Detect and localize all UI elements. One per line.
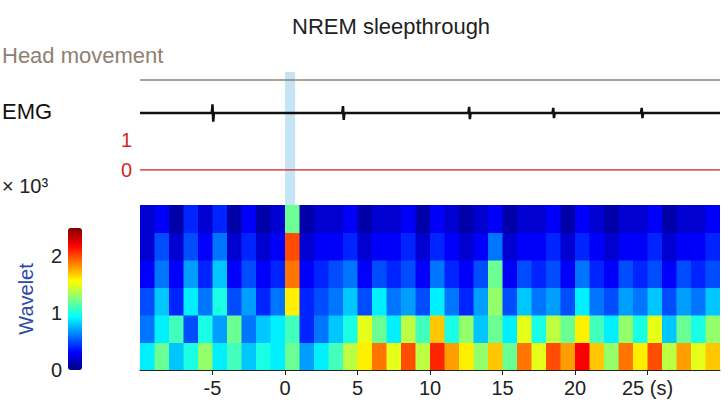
svg-text:1: 1	[51, 302, 62, 324]
svg-text:NREM sleepthrough: NREM sleepthrough	[292, 14, 490, 39]
svg-text:25 (s): 25 (s)	[622, 377, 673, 399]
svg-text:Head movement: Head movement	[2, 43, 163, 68]
svg-text:-5: -5	[204, 377, 222, 399]
svg-text:0: 0	[279, 377, 290, 399]
svg-text:15: 15	[491, 377, 513, 399]
svg-text:EMG: EMG	[2, 99, 52, 124]
svg-text:0: 0	[51, 359, 62, 381]
svg-text:1: 1	[121, 129, 132, 151]
svg-text:0: 0	[121, 159, 132, 181]
svg-text:× 10³: × 10³	[2, 175, 48, 197]
svg-text:20: 20	[564, 377, 586, 399]
svg-text:2: 2	[51, 245, 62, 267]
svg-text:Wavelet: Wavelet	[15, 263, 37, 335]
svg-text:10: 10	[419, 377, 441, 399]
svg-text:5: 5	[352, 377, 363, 399]
